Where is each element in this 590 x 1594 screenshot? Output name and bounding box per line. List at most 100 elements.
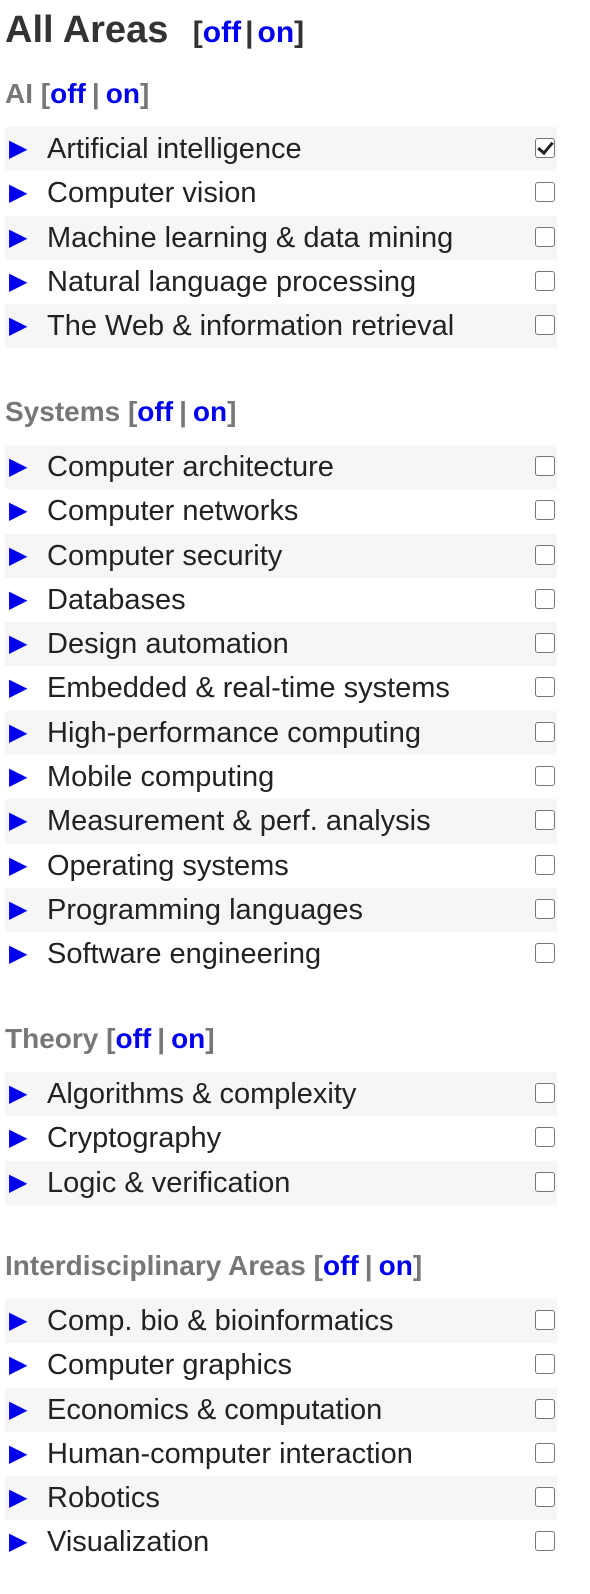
triangle-right-icon[interactable]: ▶	[9, 1124, 28, 1152]
triangle-right-icon[interactable]: ▶	[9, 674, 28, 702]
area-checkbox[interactable]	[535, 138, 555, 158]
triangle-right-icon[interactable]: ▶	[9, 312, 28, 340]
triangle-right-icon[interactable]: ▶	[9, 895, 28, 923]
all-areas-on-link[interactable]: on	[257, 16, 295, 49]
area-label: Visualization	[47, 1526, 210, 1559]
area-label: Computer networks	[47, 495, 299, 528]
area-checkbox[interactable]	[535, 1310, 555, 1330]
triangle-right-icon[interactable]: ▶	[9, 1484, 28, 1512]
area-checkbox[interactable]	[535, 1442, 555, 1463]
area-checkbox[interactable]	[535, 721, 555, 742]
area-checkbox[interactable]	[535, 1083, 555, 1103]
triangle-right-icon[interactable]: ▶	[9, 1307, 28, 1334]
area-label: Computer architecture	[47, 451, 334, 483]
area-checkbox[interactable]	[535, 766, 555, 787]
area-checkbox[interactable]	[535, 544, 555, 565]
triangle-right-icon[interactable]: ▶	[9, 585, 28, 613]
area-row-databases: ▶ Databases	[5, 578, 557, 622]
area-label: The Web & information retrieval	[47, 310, 455, 343]
all-areas-off-link[interactable]: off	[202, 16, 242, 49]
area-row-robotics: ▶ Robotics	[5, 1476, 557, 1521]
area-row-embedded-and-real-time-systems: ▶ Embedded & real-time systems	[5, 666, 557, 710]
area-checkbox[interactable]	[535, 226, 555, 247]
section-title: Interdisciplinary Areas	[5, 1250, 306, 1281]
area-label: Databases	[47, 583, 186, 616]
area-label: Embedded & real-time systems	[47, 672, 450, 705]
area-row-economics-and-computation: ▶ Economics & computation	[5, 1387, 557, 1432]
section-on-link[interactable]: on	[192, 396, 228, 427]
section-on-link[interactable]: on	[171, 1023, 206, 1054]
area-checkbox[interactable]	[535, 588, 555, 609]
area-row-visualization: ▶ Visualization	[5, 1520, 557, 1564]
area-checkbox[interactable]	[535, 456, 555, 476]
area-label: Machine learning & data mining	[47, 221, 454, 254]
area-checkbox[interactable]	[535, 1354, 555, 1375]
area-checkbox[interactable]	[535, 898, 555, 919]
triangle-right-icon[interactable]: ▶	[9, 718, 28, 746]
triangle-right-icon[interactable]: ▶	[9, 763, 28, 791]
area-checkbox[interactable]	[535, 270, 555, 291]
area-checkbox[interactable]	[535, 182, 555, 203]
area-checkbox[interactable]	[535, 500, 555, 521]
area-checkbox[interactable]	[535, 677, 555, 698]
section-title: Systems	[5, 396, 121, 427]
area-checkbox[interactable]	[535, 854, 555, 875]
area-row-high-performance-computing: ▶ High-performance computing	[5, 710, 557, 756]
area-label: Algorithms & complexity	[47, 1078, 357, 1110]
section-off-link[interactable]: off	[50, 78, 86, 109]
area-label: Artificial intelligence	[47, 133, 302, 165]
section-on-link[interactable]: on	[378, 1250, 413, 1281]
section-off-link[interactable]: off	[137, 396, 174, 427]
section-on-link[interactable]: on	[105, 78, 140, 109]
triangle-right-icon[interactable]: ▶	[9, 940, 28, 968]
triangle-right-icon[interactable]: ▶	[9, 267, 28, 295]
section-title: Theory	[5, 1023, 99, 1054]
area-checkbox[interactable]	[535, 315, 555, 336]
section-toggle: [off | on]	[127, 396, 237, 427]
area-checkbox[interactable]	[535, 1171, 555, 1192]
section-heading: AI [off | on]	[5, 72, 149, 116]
triangle-right-icon[interactable]: ▶	[9, 1351, 28, 1379]
area-row-natural-language-processing: ▶ Natural language processing	[5, 260, 557, 304]
area-label: Logic & verification	[47, 1166, 291, 1199]
triangle-right-icon[interactable]: ▶	[9, 630, 28, 658]
area-row-the-web-and-information-retrieval: ▶ The Web & information retrieval	[5, 304, 557, 349]
area-label: Natural language processing	[47, 265, 417, 298]
area-checkbox[interactable]	[535, 1531, 555, 1552]
triangle-right-icon[interactable]: ▶	[9, 497, 28, 525]
triangle-right-icon[interactable]: ▶	[9, 1395, 28, 1423]
area-label: Measurement & perf. analysis	[47, 805, 431, 838]
area-row-comp-bio-and-bioinformatics: ▶ Comp. bio & bioinformatics	[5, 1299, 557, 1344]
page-title: All Areas	[5, 9, 169, 51]
section-off-link[interactable]: off	[322, 1250, 359, 1281]
area-checkbox[interactable]	[535, 943, 555, 964]
area-checkbox[interactable]	[535, 810, 555, 831]
triangle-right-icon[interactable]: ▶	[9, 807, 28, 835]
triangle-right-icon[interactable]: ▶	[9, 135, 28, 162]
area-checkbox[interactable]	[535, 633, 555, 654]
triangle-right-icon[interactable]: ▶	[9, 1168, 28, 1196]
area-label: Computer graphics	[47, 1349, 292, 1382]
section-off-link[interactable]: off	[115, 1023, 152, 1054]
section-title: AI	[5, 78, 33, 109]
triangle-right-icon[interactable]: ▶	[9, 1528, 28, 1556]
triangle-right-icon[interactable]: ▶	[9, 223, 28, 251]
area-label: Operating systems	[47, 849, 289, 882]
area-list: ▶ Artificial intelligence ▶ Computer vision…	[5, 127, 557, 349]
triangle-right-icon[interactable]: ▶	[9, 541, 28, 569]
area-row-software-engineering: ▶ Software engineering	[5, 932, 557, 976]
area-checkbox[interactable]	[535, 1398, 555, 1419]
area-checkbox[interactable]	[535, 1127, 555, 1148]
triangle-right-icon[interactable]: ▶	[9, 453, 28, 480]
all-areas-toggle: [off | on]	[192, 16, 305, 49]
section-toggle: [off | on]	[106, 1023, 215, 1054]
triangle-right-icon[interactable]: ▶	[9, 851, 28, 879]
area-checkbox[interactable]	[535, 1487, 555, 1508]
area-row-mobile-computing: ▶ Mobile computing	[5, 755, 557, 799]
triangle-right-icon[interactable]: ▶	[9, 1080, 28, 1107]
area-row-algorithms-and-complexity: ▶ Algorithms & complexity	[5, 1072, 557, 1117]
triangle-right-icon[interactable]: ▶	[9, 1439, 28, 1467]
triangle-right-icon[interactable]: ▶	[9, 179, 28, 207]
section-heading: Theory [off | on]	[5, 1017, 215, 1061]
